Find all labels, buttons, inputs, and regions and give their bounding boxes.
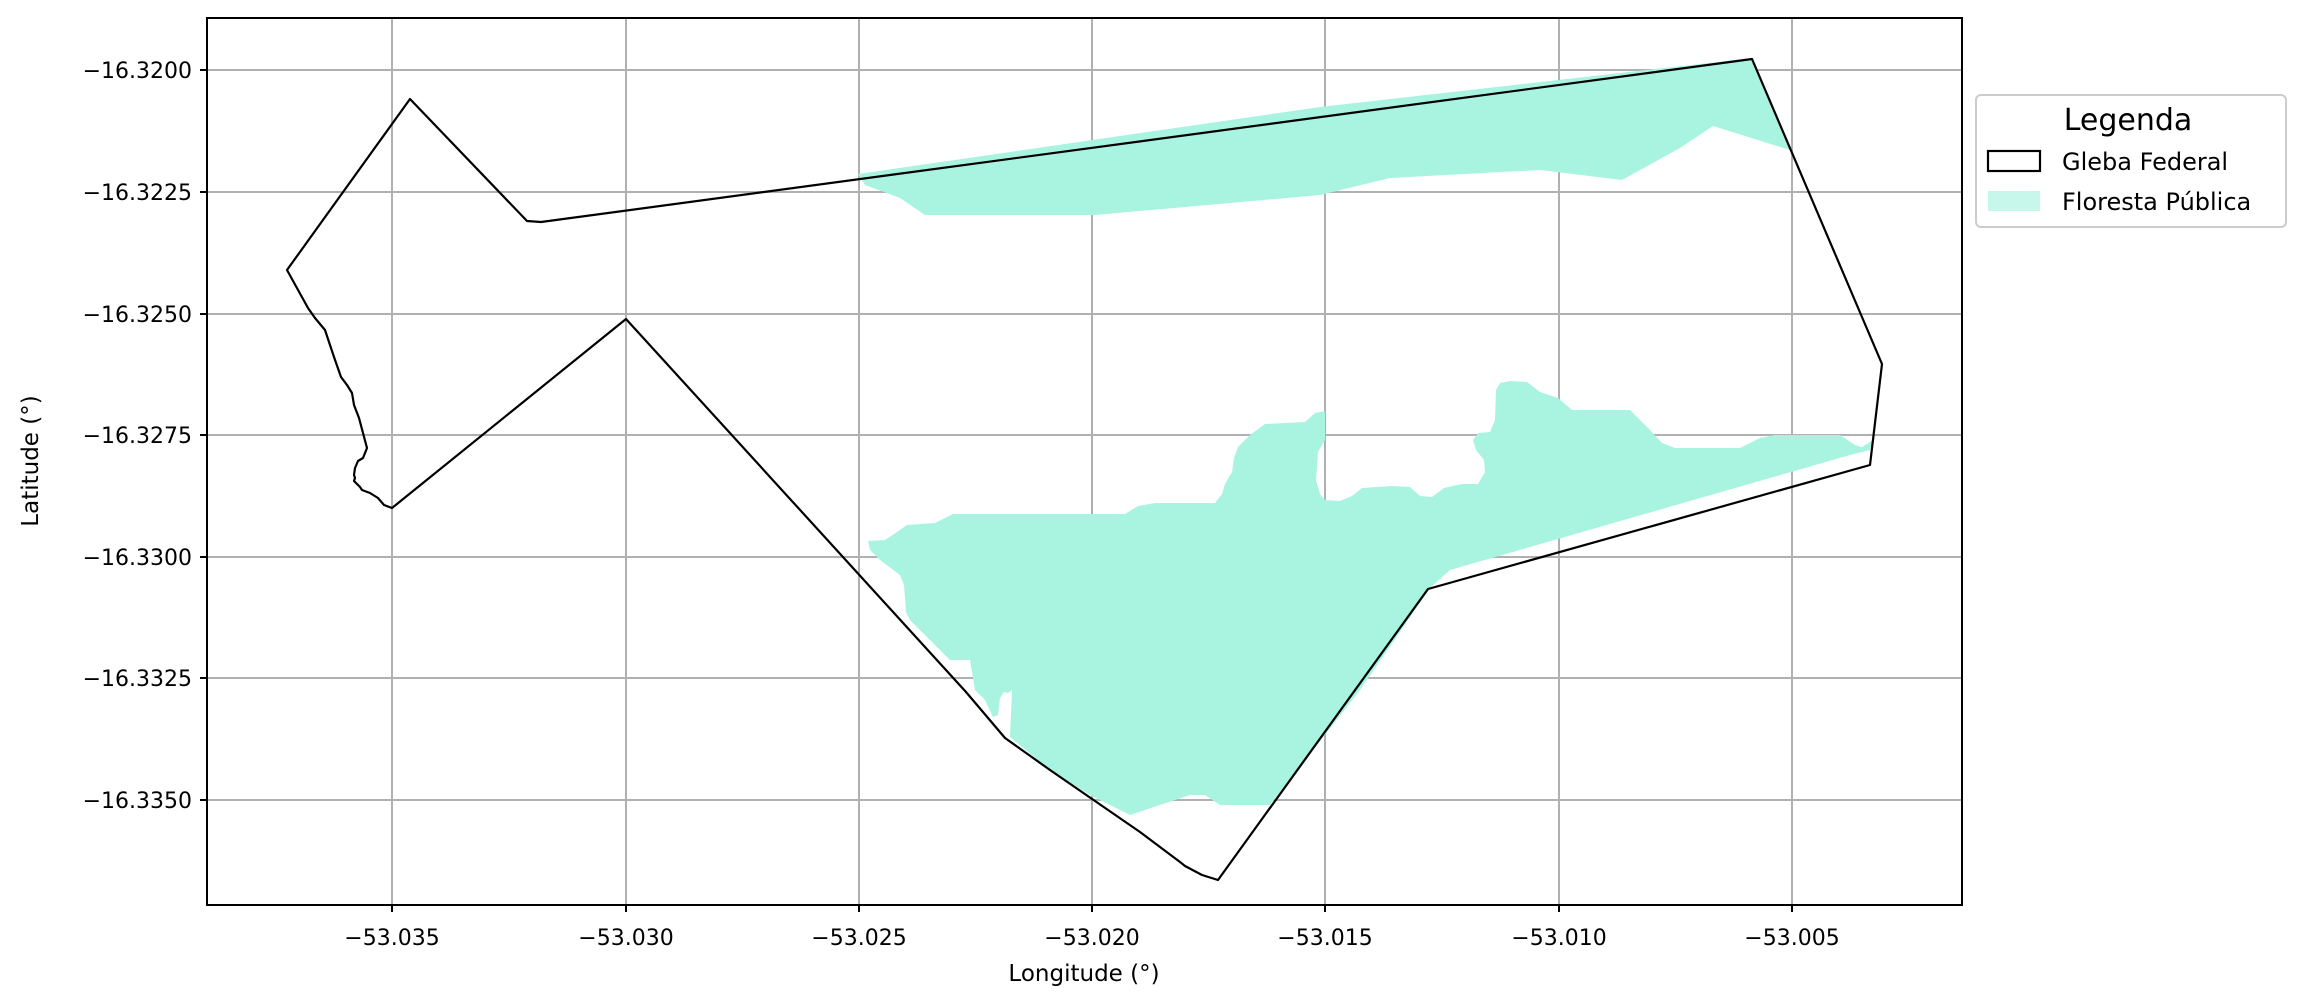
y-tick-label: −16.3325 — [83, 667, 192, 692]
legend-title: Legenda — [2064, 103, 2193, 138]
legend-swatch-gleba — [1986, 149, 2042, 173]
forest-layer — [858, 58, 1875, 815]
y-tick-label: −16.3300 — [83, 546, 192, 571]
x-tick-label: −53.005 — [1744, 926, 1839, 951]
x-tick-label: −53.035 — [344, 926, 439, 951]
gleba-federal-boundary — [285, 57, 1884, 882]
y-tick-label: −16.3225 — [83, 181, 192, 206]
x-tick-label: −53.020 — [1044, 926, 1139, 951]
y-tick-labels: −16.3200 −16.3225 −16.3250 −16.3275 −16.… — [83, 59, 192, 814]
y-tick-marks — [200, 69, 207, 801]
y-tick-label: −16.3350 — [83, 789, 192, 814]
legend-swatch-floresta — [1988, 191, 2040, 211]
y-tick-label: −16.3275 — [83, 424, 192, 449]
y-tick-label: −16.3200 — [83, 59, 192, 84]
axes-frame — [206, 17, 1963, 906]
legend-label-floresta: Floresta Pública — [2062, 188, 2251, 216]
legend-label-gleba: Gleba Federal — [2062, 148, 2228, 176]
y-tick-label: −16.3250 — [83, 303, 192, 328]
x-tick-label: −53.015 — [1277, 926, 1372, 951]
x-tick-marks — [391, 905, 1793, 912]
legend: Legenda Gleba Federal Floresta Pública — [1975, 94, 2287, 228]
x-tick-label: −53.010 — [1511, 926, 1606, 951]
legend-box — [1975, 94, 2287, 228]
x-tick-label: −53.025 — [811, 926, 906, 951]
x-tick-label: −53.030 — [578, 926, 673, 951]
x-tick-labels: −53.035 −53.030 −53.025 −53.020 −53.015 … — [344, 926, 1839, 951]
forest-polygon-south-main — [868, 381, 1875, 815]
x-axis-label: Longitude (°) — [1008, 961, 1159, 987]
forest-polygon-north — [858, 58, 1790, 215]
y-axis-label: Latitude (°) — [18, 395, 44, 526]
